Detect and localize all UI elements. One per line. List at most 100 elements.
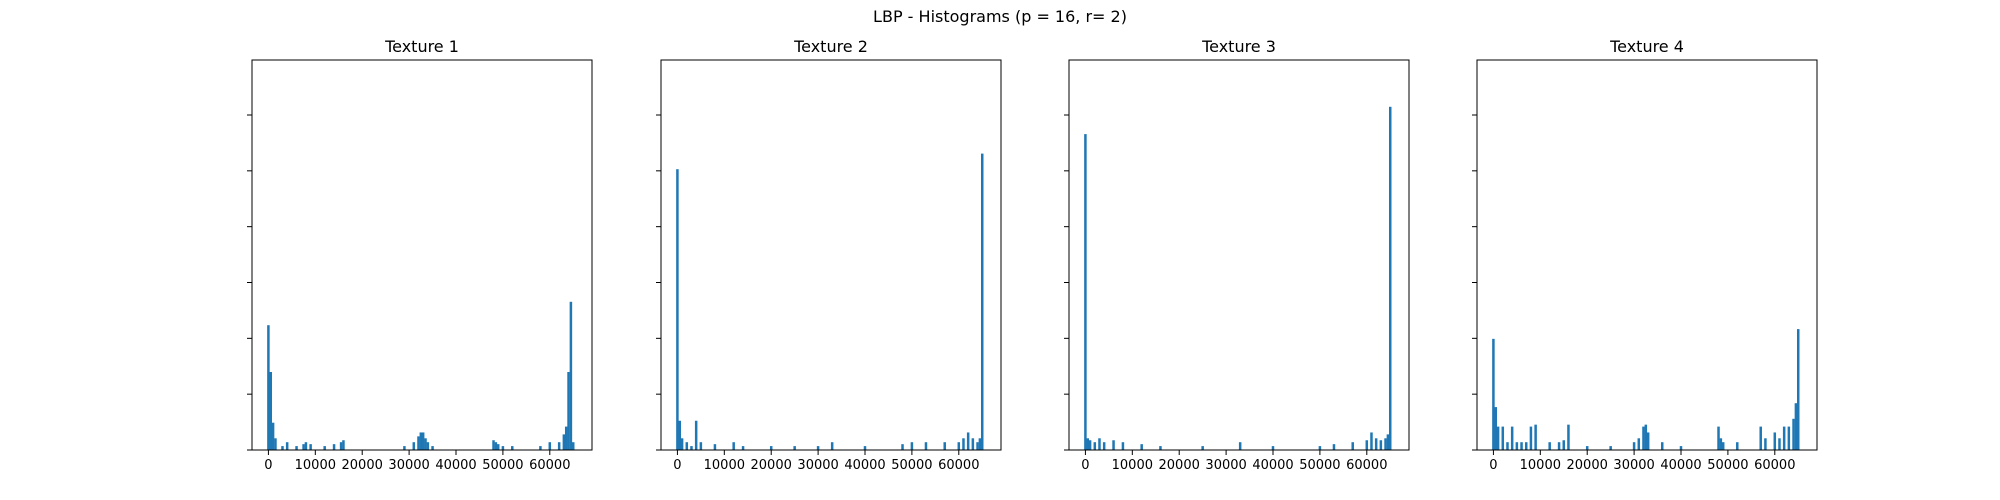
chart-title: Texture 3 [1201,37,1276,56]
x-tick-label: 50000 [482,458,523,473]
x-tick-label: 10000 [1520,458,1561,473]
x-tick-label: 50000 [891,458,932,473]
histogram-bar [1515,442,1519,450]
histogram-bar [769,446,773,450]
histogram-bar [971,438,975,450]
x-tick-label: 30000 [1205,458,1246,473]
x-tick-label: 20000 [1567,458,1608,473]
chart-panel-4: Texture 4 0 10000 20000 30000 40000 50000 60000 [1472,37,1818,473]
histogram-bar [741,446,745,450]
histogram-bar [1140,444,1143,450]
histogram-bar [1778,438,1781,450]
x-tick-label: 40000 [844,458,885,473]
x-tick-label: 40000 [1660,458,1701,473]
histogram-bar [1510,426,1514,450]
histogram-bar [569,301,573,450]
histogram-bar [1386,434,1390,450]
histogram-bar [295,446,298,450]
histogram-bar [924,442,928,450]
histogram-bar [957,442,961,450]
x-tick-label: 40000 [1252,458,1293,473]
histogram-bar [567,372,570,450]
histogram-bar [1792,418,1795,450]
axes-frame [1068,59,1410,451]
histogram-bar [1365,440,1369,450]
histogram-bar [1086,438,1090,450]
histogram-bar [281,446,284,450]
histogram-bar [1384,438,1387,450]
histogram-bar [511,446,514,450]
histogram-bar [1506,442,1509,450]
histogram-bar [1632,442,1636,450]
figure-suptitle: LBP - Histograms (p = 16, r= 2) [873,7,1127,26]
histogram-bar [431,446,434,450]
histogram-bar [793,446,796,450]
histogram-bar [309,444,312,450]
histogram-bar [1764,438,1767,450]
x-tick-label: 30000 [797,458,838,473]
histogram-bar [1529,426,1533,450]
histogram-bar [403,446,406,450]
histogram-bar [1736,442,1739,450]
histogram-bar [1637,438,1641,450]
axes-frame [251,59,593,451]
histogram-bar [1660,442,1664,450]
x-tick-label: 0 [1081,458,1089,473]
histogram-bar [323,446,326,450]
histogram-bar [694,420,698,450]
histogram-bar [1088,440,1092,450]
histogram-bar [1585,446,1589,450]
histogram-bar [1084,134,1087,450]
histogram-bar [539,446,542,450]
histogram-bar [830,442,834,450]
histogram-bar [548,442,552,450]
histogram-bar [274,438,277,450]
histogram-bar [910,442,914,450]
histogram-bar [1159,446,1162,450]
x-tick-label: 0 [673,458,681,473]
histogram-bar [1773,432,1777,450]
histogram-bar [496,444,500,450]
histogram-bar [1098,438,1101,450]
chart-title: Texture 1 [384,37,459,56]
histogram-bar [285,442,289,450]
histogram-bar [1238,442,1242,450]
histogram-bar [562,434,566,450]
histogram-bar [976,442,979,450]
histogram-bar [1644,424,1648,450]
axes-frame [660,59,1002,451]
x-tick-label: 60000 [938,458,979,473]
histogram-bar [1534,424,1537,450]
axes-frame [1476,59,1818,451]
x-tick-label: 20000 [1159,458,1200,473]
x-tick-label: 60000 [529,458,570,473]
histogram-bar [267,325,270,450]
x-tick-label: 10000 [704,458,745,473]
x-tick-label: 0 [1489,458,1497,473]
x-tick-label: 20000 [342,458,383,473]
histogram-bar [680,438,684,450]
histogram-bar [1332,444,1336,450]
bar-series [1084,106,1392,451]
histogram-bar [1201,446,1204,450]
histogram-bar [339,442,343,450]
histogram-bar [1719,438,1723,450]
histogram-bar [863,446,867,450]
histogram-bar [1567,424,1570,450]
bar-series [1492,329,1800,450]
chart-panel-1: Texture 1 0 10000 20000 30000 40000 50000 60000 [247,37,593,473]
histogram-bar [1271,446,1275,450]
histogram-bar [557,442,561,450]
histogram-bar [424,438,427,450]
histogram-bar [1492,338,1495,450]
histogram-bar [713,444,717,450]
histogram-bar [1557,442,1561,450]
histogram-bar [1717,426,1720,450]
histogram-bar [978,438,982,450]
histogram-bar [417,436,420,450]
histogram-bar [412,442,416,450]
histogram-bar [302,444,305,450]
histogram-bar [816,446,820,450]
histogram-bar [1721,442,1725,450]
